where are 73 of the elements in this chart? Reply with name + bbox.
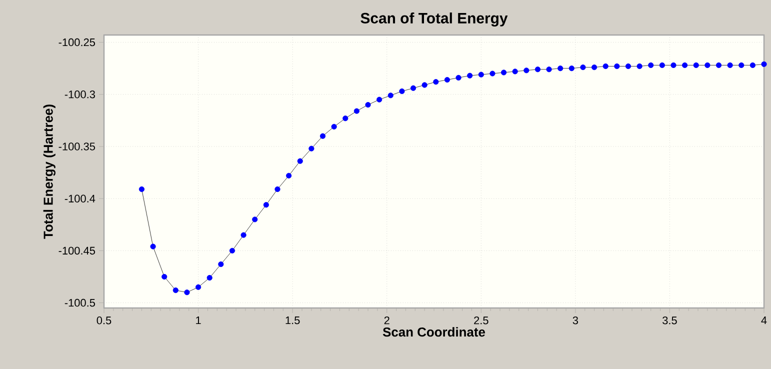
x-tick-label: 2.5: [474, 316, 488, 324]
point: [558, 66, 564, 72]
x-tick-label: 3.5: [662, 316, 677, 324]
point: [365, 102, 371, 108]
point: [138, 186, 145, 192]
point: [274, 186, 280, 192]
point: [218, 261, 224, 268]
point: [376, 96, 382, 102]
point: [750, 62, 756, 68]
x-tick-label: 1: [196, 316, 201, 324]
point: [670, 62, 676, 68]
y-tick-label: -100.5: [64, 298, 96, 307]
point: [467, 72, 473, 78]
point: [614, 63, 620, 70]
point: [433, 79, 439, 85]
x-axis-title: Scan Coordinate: [382, 327, 486, 337]
point: [229, 248, 236, 254]
y-tick-label: -100.25: [58, 38, 96, 46]
x-tick-label: 4: [761, 316, 767, 324]
point: [716, 62, 722, 68]
point: [659, 62, 665, 68]
point: [738, 62, 744, 68]
point: [331, 124, 337, 130]
point: [320, 133, 326, 139]
point: [580, 64, 586, 70]
point: [162, 274, 168, 280]
x-tick-label: 0.5: [96, 316, 112, 324]
point: [354, 108, 360, 114]
point: [172, 287, 178, 294]
y-tick-label: -100.3: [64, 90, 95, 98]
point: [682, 62, 688, 68]
point: [422, 82, 428, 88]
point: [286, 172, 292, 178]
point: [625, 63, 632, 70]
point: [206, 274, 212, 281]
chart-title: Scan of Total Energy: [360, 12, 508, 26]
point: [636, 63, 642, 70]
point: [500, 70, 507, 76]
point: [512, 68, 518, 74]
point: [693, 62, 699, 68]
point: [297, 158, 303, 164]
point: [263, 202, 269, 208]
y-tick-label: -100.4: [64, 194, 96, 202]
point: [252, 216, 258, 222]
point: [410, 85, 416, 91]
point: [195, 284, 202, 290]
point: [399, 88, 405, 94]
point: [184, 290, 190, 296]
point: [342, 116, 348, 122]
point: [602, 63, 608, 70]
point: [456, 74, 462, 81]
point: [524, 68, 530, 74]
point: [761, 61, 767, 67]
point: [568, 66, 574, 72]
point: [727, 62, 733, 68]
point: [704, 62, 710, 68]
point: [648, 62, 654, 68]
y-tick-label: -100.35: [58, 142, 96, 150]
point: [478, 72, 484, 78]
point: [490, 70, 496, 76]
point: [444, 77, 450, 83]
x-tick-label: 1.5: [286, 316, 300, 324]
point: [388, 92, 394, 98]
y-tick-label: -100.45: [58, 246, 96, 255]
x-tick-label: 2: [384, 316, 390, 324]
y-axis-title: Total Energy (Hartree): [43, 104, 56, 239]
point: [546, 66, 552, 72]
point: [240, 232, 246, 238]
point: [150, 244, 156, 250]
x-tick-label: 3: [572, 316, 578, 324]
point: [591, 64, 598, 70]
point: [308, 146, 314, 152]
point: [534, 66, 541, 72]
